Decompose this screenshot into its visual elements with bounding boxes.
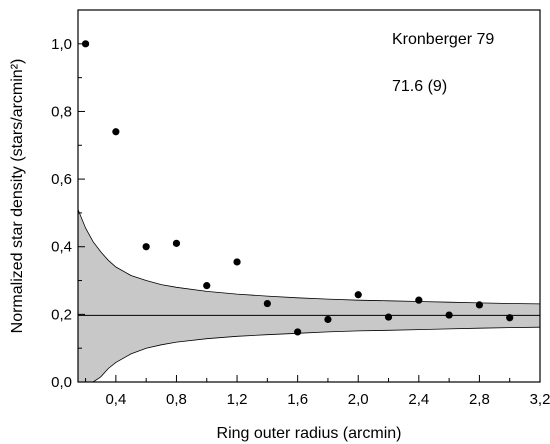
x-tick-label: 1,2 (227, 391, 248, 408)
y-tick-label: 0,4 (51, 239, 72, 256)
x-tick-label: 2,8 (469, 391, 490, 408)
y-tick-label: 0,8 (51, 103, 72, 120)
data-point (445, 311, 453, 319)
data-point (263, 299, 271, 308)
x-axis-title: Ring outer radius (arcmin) (217, 425, 402, 442)
plot-frame (77, 9, 541, 383)
y-axis-title: Normalized star density (stars/arcmin²) (9, 59, 26, 334)
y-tick-label: 0,0 (51, 374, 72, 391)
data-point (142, 243, 150, 251)
data-point (415, 296, 423, 304)
y-tick-label: 0,2 (51, 306, 72, 323)
x-tick-label: 0,4 (105, 391, 126, 408)
band-upper-edge (77, 209, 541, 305)
x-tick-label: 1,6 (287, 391, 308, 408)
band-lower-edge (78, 326, 541, 383)
data-point (506, 314, 514, 322)
confidence-band (78, 209, 540, 382)
annotation-value: 71.6 (9) (392, 78, 447, 95)
data-point (384, 313, 393, 321)
data-point (354, 291, 362, 299)
y-tick-label: 1,0 (51, 36, 72, 53)
data-point (203, 282, 211, 290)
annotation-cluster-name: Kronberger 79 (392, 31, 494, 48)
x-tick-label: 0,8 (166, 391, 187, 408)
data-point (324, 315, 332, 324)
data-point (112, 128, 120, 136)
x-tick-label: 2,0 (348, 391, 369, 408)
x-tick-label: 2,4 (408, 391, 429, 408)
data-point (172, 239, 181, 247)
data-point (475, 301, 484, 309)
x-tick-label: 3,2 (530, 391, 550, 408)
y-tick-label: 0,6 (51, 171, 72, 188)
data-point (81, 40, 90, 48)
data-point (294, 328, 302, 336)
data-point (233, 258, 241, 266)
